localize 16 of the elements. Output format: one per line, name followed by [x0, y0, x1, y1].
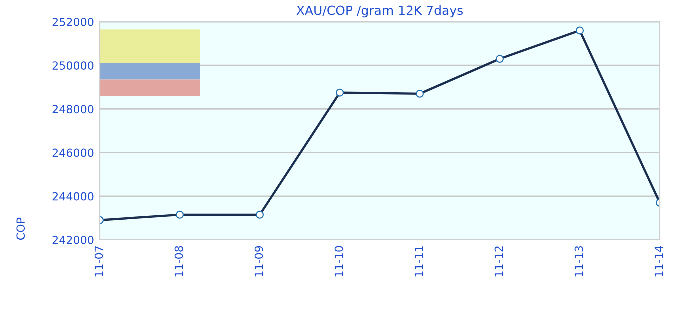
y-tick-label: 246000 — [52, 148, 94, 158]
x-tick-label: 11-09 — [254, 246, 264, 277]
x-tick-label: 11-13 — [574, 246, 584, 277]
chart-title: XAU/COP /gram 12K 7days — [296, 6, 463, 18]
x-tick-label: 11-14 — [654, 246, 664, 277]
y-tick-label: 252000 — [52, 18, 94, 26]
y-axis-title: COP — [16, 218, 26, 240]
x-tick-label: 11-07 — [94, 246, 104, 277]
x-tick-label: 11-11 — [414, 246, 424, 277]
y-tick-label: 242000 — [52, 236, 94, 244]
y-tick-label: 244000 — [52, 192, 94, 201]
x-tick-label: 11-10 — [334, 246, 344, 277]
x-tick-label: 11-08 — [174, 246, 184, 277]
y-tick-label: 248000 — [52, 105, 94, 114]
x-tick-label: 11-12 — [494, 246, 504, 277]
y-tick-label: 250000 — [52, 62, 94, 70]
